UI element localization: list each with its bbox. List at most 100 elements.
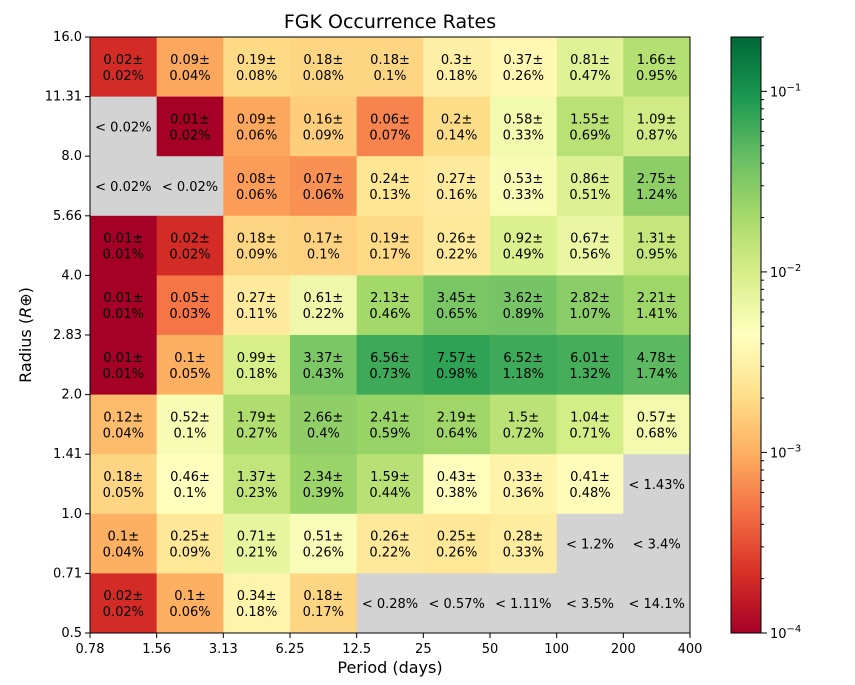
- cell-error-label: 0.18%: [236, 367, 277, 382]
- heatmap-cell-fill: [556, 275, 624, 336]
- heatmap-cell-fill: [356, 454, 424, 515]
- heatmap-cell-fill: [623, 215, 691, 276]
- cell-error-label: 0.02%: [103, 605, 144, 620]
- cell-rate-label: 0.2±: [441, 112, 473, 127]
- earth-radius-symbol: R⊕: [16, 293, 35, 318]
- cell-error-label: 0.08%: [236, 69, 277, 84]
- y-tick-label: 11.31: [45, 90, 82, 105]
- cell-rate-label: 0.01±: [103, 351, 143, 366]
- cell-error-label: 0.87%: [636, 128, 677, 143]
- y-tick-label: 2.0: [61, 388, 82, 403]
- heatmap-cell: 0.27±0.16%: [423, 156, 491, 217]
- heatmap-cell: 4.78±1.74%: [623, 335, 691, 396]
- cell-rate-label: 0.19±: [237, 53, 277, 68]
- cell-rate-label: 0.18±: [303, 589, 343, 604]
- heatmap-cell: 0.33±0.36%: [490, 454, 558, 515]
- x-tick-label: 1.56: [142, 642, 171, 657]
- heatmap-cell: 0.16±0.09%: [290, 96, 358, 157]
- heatmap-cell-fill: [490, 275, 558, 336]
- cell-rate-label: 0.18±: [237, 232, 277, 247]
- heatmap-cell-fill: [356, 215, 424, 276]
- heatmap-cell-fill: [156, 394, 224, 455]
- cell-error-label: 0.17%: [303, 605, 344, 620]
- heatmap-cell: 0.18±0.09%: [223, 215, 291, 276]
- cell-error-label: 0.02%: [103, 69, 144, 84]
- heatmap-cell: 0.28±0.33%: [490, 513, 558, 574]
- cell-error-label: 0.46%: [369, 307, 410, 322]
- cell-error-label: 1.18%: [503, 367, 544, 382]
- cell-error-label: 0.27%: [236, 426, 277, 441]
- y-tick-label: 0.5: [61, 626, 82, 641]
- heatmap-cell: 1.59±0.44%: [356, 454, 424, 515]
- heatmap-cell: < 1.11%: [490, 573, 558, 634]
- heatmap-cell: < 1.2%: [556, 513, 624, 574]
- heatmap-cell: 0.34±0.18%: [223, 573, 291, 634]
- cell-rate-label: 0.1±: [174, 589, 206, 604]
- x-tick-label: 6.25: [276, 642, 305, 657]
- cell-rate-label: 0.25±: [170, 530, 210, 545]
- heatmap-cell: 1.04±0.71%: [556, 394, 624, 455]
- cell-rate-label: 0.33±: [503, 470, 543, 485]
- heatmap-cell: 1.66±0.95%: [623, 37, 691, 98]
- heatmap-cell-fill: [423, 275, 491, 336]
- cell-error-label: 0.04%: [103, 546, 144, 561]
- cell-error-label: 0.06%: [236, 188, 277, 203]
- y-tick-label: 4.0: [61, 268, 82, 283]
- cell-rate-label: 0.24±: [370, 172, 410, 187]
- cell-error-label: 0.09%: [303, 128, 344, 143]
- heatmap-cell-fill: [290, 394, 358, 455]
- cell-error-label: 0.23%: [236, 486, 277, 501]
- heatmap-cell: 2.21±1.41%: [623, 275, 691, 336]
- cell-rate-label: 0.28±: [503, 530, 543, 545]
- heatmap-cell-fill: [90, 96, 158, 157]
- heatmap-cell: < 14.1%: [623, 573, 691, 634]
- heatmap-cell: 0.86±0.51%: [556, 156, 624, 217]
- cell-rate-label: 0.61±: [303, 291, 343, 306]
- heatmap-cell: 0.99±0.18%: [223, 335, 291, 396]
- cell-error-label: 0.02%: [169, 128, 210, 143]
- x-tick-label: 0.78: [76, 642, 105, 657]
- cell-error-label: 0.04%: [103, 426, 144, 441]
- cell-error-label: 0.04%: [169, 69, 210, 84]
- y-axis-label-text: Radius (: [16, 318, 35, 383]
- x-axis: 0.78 1.56 3.13 6.25 12.5 25 50 100 200 400: [76, 633, 702, 657]
- cell-error-label: 1.32%: [569, 367, 610, 382]
- heatmap-cell-fill: [223, 96, 291, 157]
- heatmap-cell-fill: [556, 573, 624, 634]
- heatmap-cell-fill: [623, 156, 691, 217]
- cell-rate-label: 1.09±: [637, 112, 677, 127]
- cell-rate-label: 0.12±: [103, 410, 143, 425]
- heatmap-cell-fill: [556, 513, 624, 574]
- cell-rate-label: 1.37±: [237, 470, 277, 485]
- cell-upper-limit-label: < 3.4%: [633, 538, 681, 553]
- cell-rate-label: 0.18±: [370, 53, 410, 68]
- y-tick-label: 2.83: [53, 328, 82, 343]
- heatmap-cell: 0.07±0.06%: [290, 156, 358, 217]
- cell-error-label: 0.06%: [169, 605, 210, 620]
- y-tick-label: 8.0: [61, 149, 82, 164]
- cell-rate-label: 0.17±: [303, 232, 343, 247]
- cell-error-label: 0.56%: [569, 248, 610, 263]
- cell-error-label: 1.07%: [569, 307, 610, 322]
- x-tick-label: 25: [415, 642, 432, 657]
- cell-rate-label: 0.41±: [570, 470, 610, 485]
- heatmap-cell-fill: [490, 513, 558, 574]
- cell-rate-label: 1.66±: [637, 53, 677, 68]
- cell-error-label: 0.01%: [103, 248, 144, 263]
- heatmap-cell-fill: [90, 156, 158, 217]
- heatmap-cell-fill: [556, 215, 624, 276]
- heatmap-cell-fill: [90, 394, 158, 455]
- y-tick-label: 5.66: [53, 209, 82, 224]
- heatmap-cell-fill: [556, 37, 624, 98]
- heatmap-cell: 0.01±0.01%: [90, 335, 158, 396]
- heatmap-cell: 1.31±0.95%: [623, 215, 691, 276]
- heatmap-cell: 1.5±0.72%: [490, 394, 558, 455]
- heatmap-cell-fill: [156, 454, 224, 515]
- cell-rate-label: 0.51±: [303, 530, 343, 545]
- heatmap-cell: 0.52±0.1%: [156, 394, 224, 455]
- cell-rate-label: 4.78±: [637, 351, 677, 366]
- heatmap-cell: 0.3±0.18%: [423, 37, 491, 98]
- cell-rate-label: 6.52±: [503, 351, 543, 366]
- heatmap-cell: 0.92±0.49%: [490, 215, 558, 276]
